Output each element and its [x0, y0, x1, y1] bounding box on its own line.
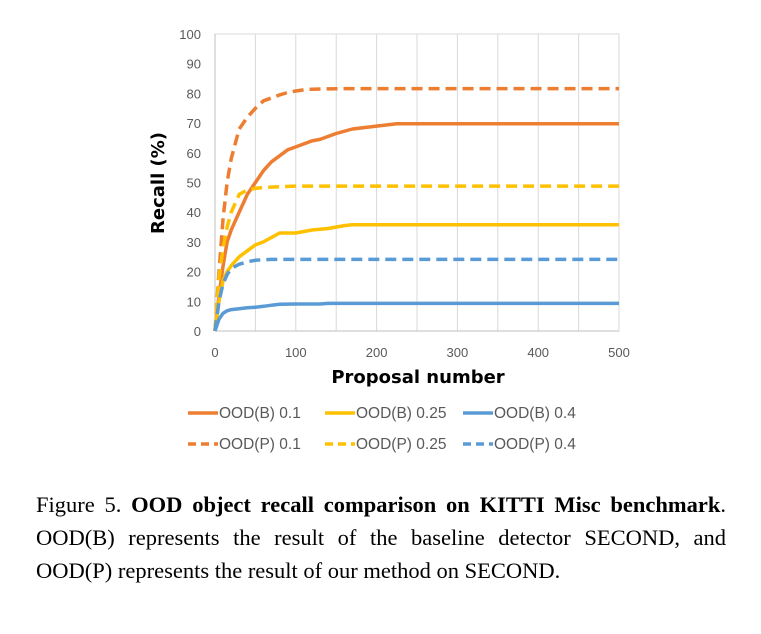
y-tick-label: 10: [187, 294, 201, 309]
y-tick-label: 30: [187, 235, 201, 250]
figure-caption: Figure 5. OOD object recall comparison o…: [36, 488, 726, 587]
y-tick-label: 90: [187, 57, 201, 72]
y-tick-label: 40: [187, 205, 201, 220]
y-tick-label: 100: [179, 27, 201, 42]
caption-title: OOD object recall comparison on KITTI Mi…: [131, 492, 721, 517]
x-tick-label: 500: [608, 345, 630, 360]
x-tick-label: 400: [527, 345, 549, 360]
y-tick-label: 50: [187, 176, 201, 191]
recall-chart: 0 10 20 30 40 50 60 70 80 90 100 0 100 200 300 400 500 P…: [148, 27, 630, 453]
series-lines: [213, 86, 619, 332]
y-tick-label: 80: [187, 86, 201, 101]
series-line: [213, 301, 619, 332]
legend-label: OOD(P) 0.4: [494, 436, 576, 453]
series-line: [213, 257, 619, 332]
axes: [214, 34, 619, 332]
x-tick-label: 100: [285, 345, 307, 360]
caption-label: Figure 5.: [36, 492, 122, 517]
legend-label: OOD(P) 0.25: [356, 436, 446, 453]
y-tick-label: 0: [194, 324, 201, 339]
grid-lines: [214, 33, 620, 331]
legend-label: OOD(B) 0.25: [356, 405, 446, 422]
legend-label: OOD(B) 0.1: [219, 405, 301, 422]
y-tick-label: 70: [187, 116, 201, 131]
y-tick-label: 20: [187, 265, 201, 280]
series-line: [213, 184, 619, 332]
y-tick-label: 60: [187, 146, 201, 161]
x-tick-label: 300: [447, 345, 469, 360]
x-axis-title: Proposal number: [331, 367, 504, 388]
tick-labels: 0 10 20 30 40 50 60 70 80 90 100 0 100 200 300 400 500: [179, 27, 630, 360]
series-line: [213, 222, 619, 332]
series-line: [213, 121, 619, 332]
x-tick-label: 0: [211, 345, 218, 360]
series-line: [213, 86, 619, 332]
y-axis-title: Recall (%): [148, 132, 169, 234]
x-tick-label: 200: [366, 345, 388, 360]
legend-label: OOD(P) 0.1: [219, 436, 301, 453]
legend: OOD(B) 0.1 OOD(B) 0.25 OOD(B) 0.4 OOD(P) 0.…: [188, 405, 576, 453]
legend-label: OOD(B) 0.4: [494, 405, 576, 422]
caption-body: . OOD(B) represents the result of the ba…: [36, 492, 726, 583]
